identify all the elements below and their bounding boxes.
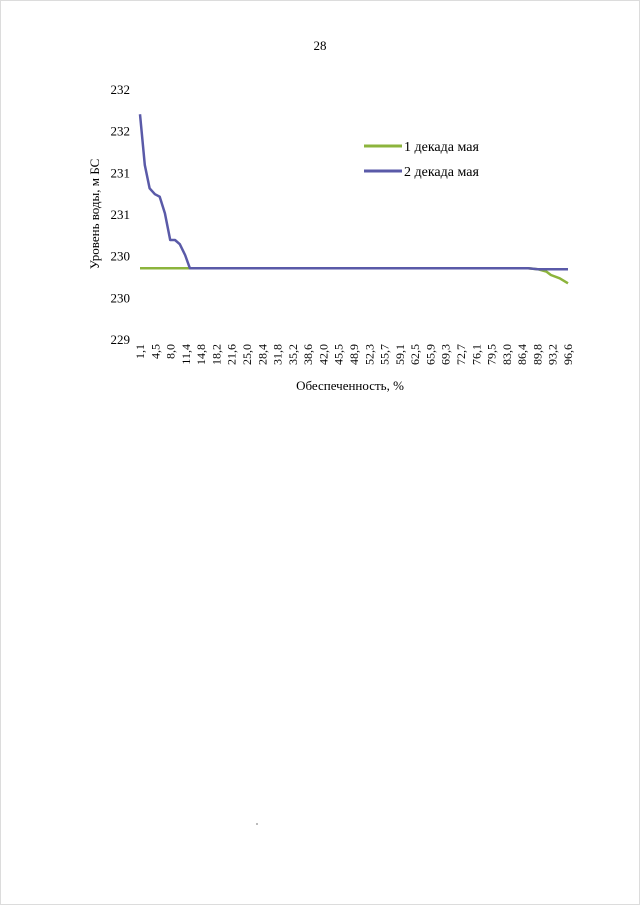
x-tick-label: 18,2 [209,344,223,365]
x-tick-label: 52,3 [362,344,376,365]
x-axis-ticks: 1,1 4,5 8,0 11,4 14,8 18,2 21,6 25,0 28,4 31,8 35,… [133,344,575,365]
x-tick-label: 38,6 [301,344,315,365]
series-line-2 [138,114,568,271]
y-tick-label: 232 [111,82,131,97]
x-tick-label: 11,4 [179,344,193,365]
x-tick-label: 69,3 [439,344,453,365]
y-tick-label: 229 [111,332,131,347]
x-tick-label: 8,0 [164,344,178,359]
y-tick-label: 232 [111,124,131,139]
x-tick-label: 76,1 [469,344,483,365]
x-tick-label: 96,6 [561,344,575,365]
x-tick-label: 72,7 [454,344,468,365]
y-tick-label: 231 [111,207,131,222]
y-tick-label: 231 [111,165,131,180]
x-tick-label: 1,1 [133,344,147,359]
x-tick-label: 59,1 [393,344,407,365]
x-tick-label: 21,6 [225,344,239,365]
x-tick-label: 93,2 [546,344,560,365]
x-tick-label: 28,4 [255,344,269,365]
x-tick-label: 31,8 [271,344,285,365]
x-tick-label: 45,5 [332,344,346,365]
y-axis-title: Уровень воды, м БС [87,159,102,270]
y-tick-label: 230 [111,249,131,264]
legend-label-2: 2 декада мая [404,165,479,180]
x-tick-label: 86,4 [515,344,529,365]
x-tick-label: 4,5 [148,344,162,359]
y-tick-label: 230 [111,290,131,305]
series-line-1 [140,267,569,285]
x-tick-label: 35,2 [286,344,300,365]
x-tick-label: 62,5 [408,344,422,365]
x-tick-label: 48,9 [347,344,361,365]
x-axis-title: Обеспеченность, % [296,378,404,393]
x-tick-label: 79,5 [485,344,499,365]
scan-speck [256,823,258,825]
x-tick-label: 65,9 [423,344,437,365]
y-axis-ticks: 229 230 230 231 231 232 232 [111,82,131,347]
page-number: 28 [313,38,327,53]
legend-label-1: 1 декада мая [404,140,479,155]
x-tick-label: 83,0 [500,344,514,365]
x-tick-label: 89,8 [530,344,544,365]
x-tick-label: 42,0 [316,344,330,365]
x-tick-label: 14,8 [194,344,208,365]
x-tick-label: 25,0 [240,344,254,365]
series-layer [138,114,569,285]
x-tick-label: 55,7 [378,344,392,365]
legend: 1 декада мая 2 декада мая [364,140,479,180]
